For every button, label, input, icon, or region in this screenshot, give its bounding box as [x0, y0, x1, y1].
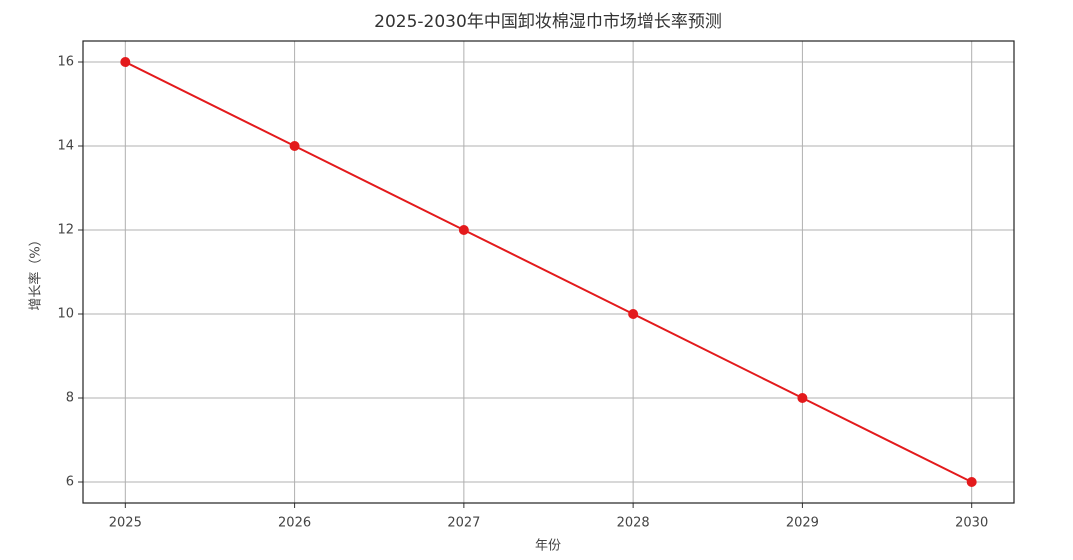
x-tick-label: 2027 — [447, 516, 480, 531]
y-tick-label: 6 — [66, 475, 74, 490]
x-axis-label: 年份 — [535, 539, 561, 554]
x-tick-label: 2026 — [278, 516, 311, 531]
chart-title: 2025-2030年中国卸妆棉湿巾市场增长率预测 — [374, 12, 722, 32]
y-tick-label: 8 — [66, 391, 74, 406]
data-point — [966, 477, 977, 487]
y-tick-label: 12 — [57, 223, 74, 238]
y-tick-label: 16 — [57, 55, 74, 70]
y-axis-label: 增长率（%） — [28, 233, 44, 310]
data-point — [458, 225, 469, 235]
data-line — [124, 61, 973, 483]
x-tick-label: 2030 — [955, 516, 988, 531]
data-point — [797, 393, 808, 403]
data-point — [628, 309, 639, 319]
x-tick-label: 2028 — [617, 516, 650, 531]
y-tick-label: 14 — [57, 139, 74, 154]
plot-frame — [82, 40, 1015, 504]
x-tick-label: 2029 — [786, 516, 819, 531]
data-point — [289, 141, 300, 151]
data-point — [120, 57, 131, 67]
y-tick-label: 10 — [57, 307, 74, 322]
x-tick-label: 2025 — [109, 516, 142, 531]
